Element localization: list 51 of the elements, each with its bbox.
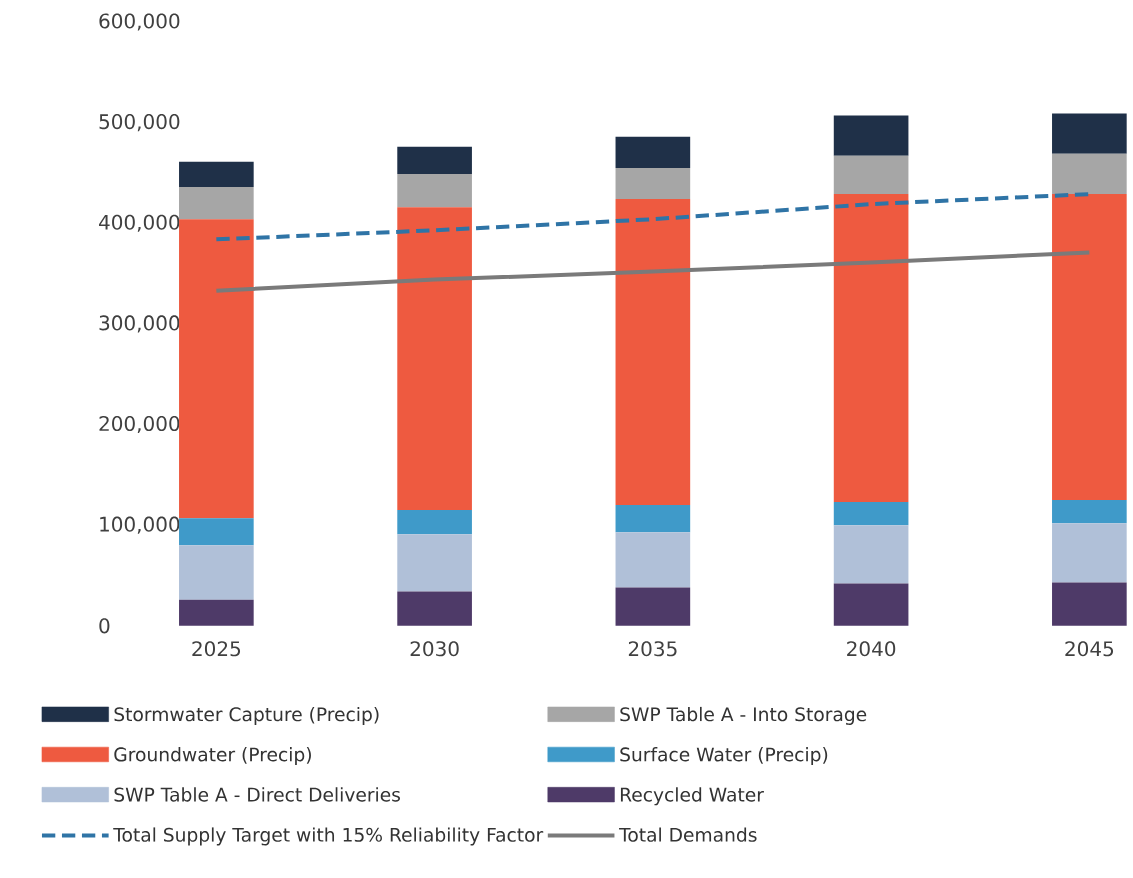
bar bbox=[397, 146, 472, 175]
bar bbox=[833, 194, 909, 503]
bar bbox=[1052, 500, 1127, 524]
bar bbox=[615, 136, 691, 169]
y-tick-label: 400,000 bbox=[99, 214, 180, 232]
x-tick-label: 2025 bbox=[192, 641, 241, 657]
legend-label: Surface Water (Precip) bbox=[620, 747, 828, 766]
bar bbox=[179, 187, 254, 220]
legend-label: Groundwater (Precip) bbox=[114, 747, 311, 766]
bar bbox=[179, 219, 254, 519]
bar bbox=[397, 510, 472, 535]
legend-label: Total Demands bbox=[619, 827, 757, 842]
legend-label: SWP Table A - Into Storage bbox=[620, 707, 867, 726]
bar bbox=[833, 502, 909, 526]
x-tick-label: 2030 bbox=[410, 641, 459, 657]
bar bbox=[1052, 194, 1127, 501]
bar bbox=[615, 199, 691, 506]
bar bbox=[833, 115, 909, 156]
bar bbox=[397, 591, 472, 626]
y-tick-label: 600,000 bbox=[99, 13, 180, 31]
legend-label: Stormwater Capture (Precip) bbox=[114, 707, 379, 726]
line-series bbox=[214, 250, 1092, 293]
y-tick-label: 500,000 bbox=[99, 114, 180, 132]
x-tick-label: 2035 bbox=[628, 641, 677, 657]
bar bbox=[1052, 153, 1127, 195]
legend-label: Recycled Water bbox=[620, 787, 764, 806]
bar bbox=[615, 168, 691, 200]
legend-label: Total Supply Target with 15% Reliability Factor bbox=[113, 827, 544, 846]
bar bbox=[1052, 523, 1127, 583]
bar bbox=[833, 525, 909, 584]
y-tick-label: 100,000 bbox=[100, 516, 180, 534]
bar bbox=[833, 583, 909, 626]
bar bbox=[615, 505, 691, 533]
bar bbox=[1052, 582, 1127, 626]
bar bbox=[833, 155, 909, 195]
bar bbox=[179, 545, 254, 600]
bar bbox=[179, 162, 254, 188]
bar bbox=[615, 587, 691, 626]
bar bbox=[179, 518, 254, 546]
y-tick-label: 200,000 bbox=[99, 416, 180, 434]
bar bbox=[397, 174, 472, 208]
bar bbox=[397, 207, 472, 511]
bar bbox=[615, 532, 691, 588]
bar bbox=[1052, 113, 1127, 154]
legend-label: SWP Table A - Direct Deliveries bbox=[114, 787, 401, 802]
bar bbox=[397, 534, 472, 592]
y-tick-label: 300,000 bbox=[99, 315, 180, 333]
x-tick-label: 2045 bbox=[1065, 641, 1114, 657]
y-tick-label: 0 bbox=[99, 618, 110, 634]
bar bbox=[179, 599, 254, 626]
x-tick-label: 2040 bbox=[847, 641, 896, 657]
